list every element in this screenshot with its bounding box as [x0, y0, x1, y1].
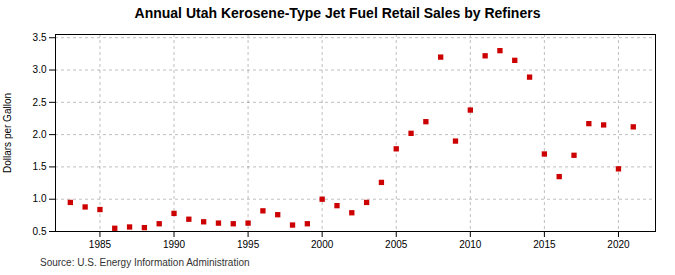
svg-text:2020: 2020: [607, 239, 630, 250]
svg-text:1.0: 1.0: [33, 193, 47, 204]
svg-text:1990: 1990: [163, 239, 186, 250]
svg-text:1995: 1995: [237, 239, 260, 250]
svg-text:2005: 2005: [385, 239, 408, 250]
svg-text:2015: 2015: [533, 239, 556, 250]
svg-text:0.5: 0.5: [33, 226, 47, 237]
svg-text:3.0: 3.0: [33, 64, 47, 75]
svg-text:2.0: 2.0: [33, 129, 47, 140]
svg-text:1985: 1985: [89, 239, 112, 250]
svg-text:Dollars per Gallon: Dollars per Gallon: [2, 93, 13, 173]
svg-text:1.5: 1.5: [33, 161, 47, 172]
svg-text:2.5: 2.5: [33, 97, 47, 108]
html-text:Annual Utah Kerosene-Type Jet: Annual Utah Kerosene-Type Jet Fuel Retai…: [134, 5, 541, 21]
svg-text:2010: 2010: [459, 239, 482, 250]
html-text:Source: U.S. Energy Informatio: Source: U.S. Energy Information Administ…: [40, 257, 250, 268]
svg-text:2000: 2000: [311, 239, 334, 250]
svg-text:3.5: 3.5: [33, 32, 47, 43]
